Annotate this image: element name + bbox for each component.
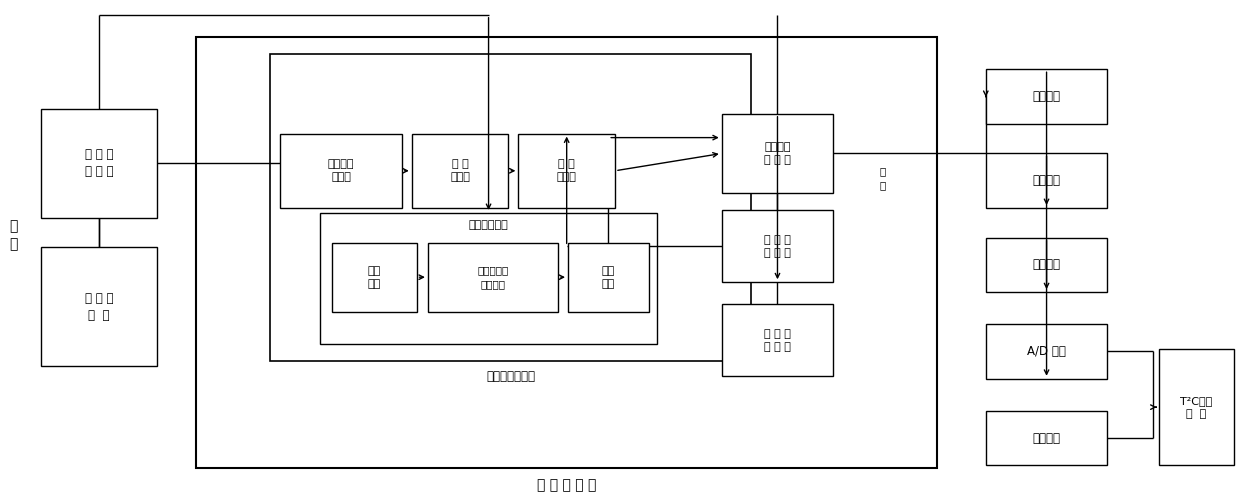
Text: 伺 服 放 大 器: 伺 服 放 大 器 xyxy=(537,478,596,492)
Bar xyxy=(320,213,657,344)
Text: 恒流源及其
转换电路: 恒流源及其 转换电路 xyxy=(477,266,508,289)
Bar xyxy=(986,411,1107,465)
Text: 表
头: 表 头 xyxy=(10,219,17,251)
Text: 电位平移: 电位平移 xyxy=(1033,258,1060,271)
Bar xyxy=(196,37,937,468)
Text: T²C总线
接  口: T²C总线 接 口 xyxy=(1180,396,1213,419)
Bar xyxy=(722,210,833,282)
Text: 输出
电路: 输出 电路 xyxy=(601,266,615,289)
Text: 偏置
电路: 偏置 电路 xyxy=(368,266,381,289)
Text: 电 流
积分器: 电 流 积分器 xyxy=(450,159,470,182)
Bar xyxy=(280,134,402,208)
Text: 低通滤波: 低通滤波 xyxy=(1033,174,1060,187)
Bar xyxy=(986,238,1107,292)
Bar xyxy=(722,304,833,376)
Text: A/D 采样: A/D 采样 xyxy=(1027,345,1066,358)
Bar xyxy=(428,243,558,312)
Bar xyxy=(986,69,1107,124)
Text: 跨导补偿
放 大 器: 跨导补偿 放 大 器 xyxy=(764,142,791,165)
Text: 反 馈 阻
容 网 络: 反 馈 阻 容 网 络 xyxy=(764,235,791,258)
Bar xyxy=(412,134,508,208)
Bar xyxy=(568,243,649,312)
Bar xyxy=(986,153,1107,208)
Text: 输
出: 输 出 xyxy=(879,167,887,190)
Bar xyxy=(722,114,833,193)
Bar xyxy=(518,134,615,208)
Text: 差动电容
检测器: 差动电容 检测器 xyxy=(327,159,355,182)
Text: 温度采样: 温度采样 xyxy=(1033,432,1060,445)
Bar xyxy=(1159,349,1234,465)
Text: 运 算
放大器: 运 算 放大器 xyxy=(557,159,577,182)
Bar xyxy=(41,109,157,218)
Bar xyxy=(986,324,1107,379)
Bar xyxy=(41,248,157,366)
Text: 电阻采样: 电阻采样 xyxy=(1033,90,1060,103)
Text: 前置变换放大器: 前置变换放大器 xyxy=(486,370,536,383)
Text: 差 动 电
容 组 件: 差 动 电 容 组 件 xyxy=(86,148,113,178)
Text: 三角波发生器: 三角波发生器 xyxy=(469,220,508,230)
Bar xyxy=(270,54,751,361)
Text: 双 路 稳
压 电 路: 双 路 稳 压 电 路 xyxy=(764,329,791,352)
Text: 力 矩 器
组  件: 力 矩 器 组 件 xyxy=(86,292,113,322)
Bar xyxy=(332,243,417,312)
